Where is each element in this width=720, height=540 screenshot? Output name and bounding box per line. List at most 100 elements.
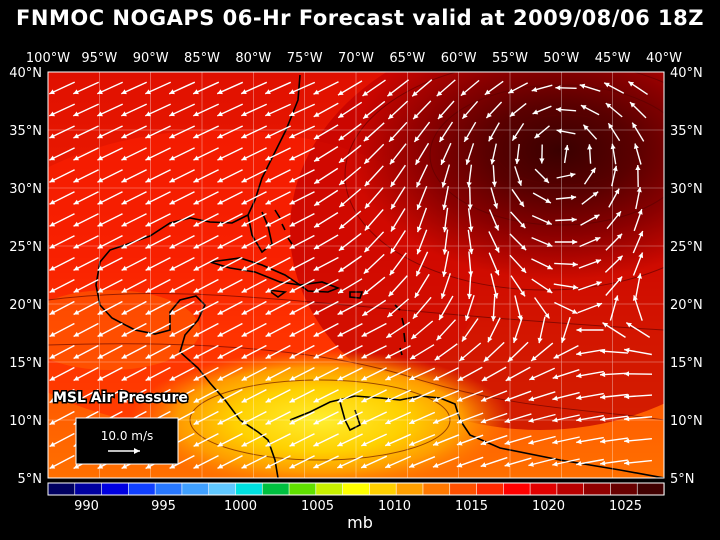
wind-arrow <box>467 186 473 210</box>
wind-arrow <box>579 83 601 92</box>
wind-arrow <box>193 366 219 382</box>
wind-arrow <box>97 234 123 250</box>
wind-arrow <box>408 433 436 447</box>
wind-arrow <box>49 344 75 360</box>
wind-arrow <box>490 187 499 209</box>
wind-arrow <box>193 432 219 448</box>
wind-arrow <box>169 234 195 250</box>
wind-arrow <box>390 186 406 210</box>
wind-arrow <box>265 147 291 161</box>
wind-arrow <box>610 143 617 165</box>
lon-tick-label: 70°W <box>338 51 374 66</box>
wind-arrow <box>488 122 500 142</box>
colorbar-swatch <box>476 482 504 496</box>
wind-arrow <box>73 300 99 316</box>
chart-title: FNMOC NOGAPS 06-Hr Forecast valid at 200… <box>16 6 704 30</box>
wind-arrow <box>387 100 409 120</box>
wind-arrow <box>337 433 363 447</box>
wind-arrow <box>241 234 267 250</box>
wind-arrow <box>464 294 475 322</box>
wind-arrow <box>441 164 451 188</box>
wind-arrow <box>461 318 479 342</box>
wind-arrow <box>217 125 243 139</box>
wind-arrow <box>409 344 435 360</box>
wind-arrow <box>530 342 554 362</box>
wind-arrow <box>338 210 362 230</box>
wind-arrow <box>337 278 363 294</box>
wind-arrow <box>576 370 604 379</box>
wind-arrow <box>465 143 475 165</box>
wind-arrow <box>73 366 99 382</box>
wind-arrow <box>49 169 75 183</box>
wind-arrow <box>361 411 387 425</box>
lat-tick-label-right: 20°N <box>670 298 703 313</box>
wind-arrow <box>632 230 644 254</box>
wind-arrow <box>73 344 99 360</box>
wind-arrow <box>193 125 219 139</box>
wind-arrow <box>169 278 195 294</box>
wind-vectors <box>49 79 653 470</box>
wind-arrow <box>265 103 291 117</box>
wind-arrow <box>169 366 195 382</box>
wind-arrow <box>624 459 652 466</box>
wind-arrow <box>504 435 532 446</box>
colorbar-swatch <box>74 482 103 496</box>
wind-arrow <box>390 164 406 188</box>
wind-arrow <box>241 256 267 272</box>
colorbar-swatch <box>47 482 76 496</box>
wind-arrow <box>49 256 75 272</box>
wind-arrow <box>313 256 339 272</box>
wind-arrow <box>289 103 315 117</box>
wind-arrow <box>437 100 455 120</box>
wind-arrow <box>97 103 123 117</box>
wind-arrow <box>555 217 577 223</box>
wind-arrow <box>467 229 474 255</box>
wind-arrow <box>580 104 600 116</box>
wind-arrow <box>388 275 408 297</box>
wind-arrow <box>555 107 577 113</box>
wind-arrow <box>338 232 362 252</box>
wind-arrow <box>145 169 171 183</box>
wind-arrow <box>97 300 123 316</box>
wind-arrow <box>313 433 339 447</box>
colorbar-swatch <box>208 482 237 496</box>
lat-tick-label-left: 40°N <box>9 66 42 81</box>
wind-arrow <box>389 252 407 276</box>
wind-arrow <box>289 212 315 228</box>
wind-arrow <box>241 103 267 117</box>
wind-arrow <box>556 172 576 179</box>
wind-arrow <box>313 124 339 140</box>
wind-arrow <box>537 316 546 344</box>
lat-tick-label-left: 20°N <box>9 298 42 313</box>
wind-arrow <box>121 300 147 316</box>
wind-arrow <box>121 256 147 272</box>
wind-arrow <box>560 316 571 344</box>
wind-arrow <box>121 169 147 183</box>
wind-arrow <box>511 123 525 141</box>
wind-arrow <box>514 166 523 186</box>
wind-arrow <box>121 103 147 117</box>
colorbar: 990 995 1000 1005 1010 1015 1020 1025 <box>47 482 665 514</box>
wind-arrow <box>217 344 243 360</box>
colorbar-swatch <box>288 482 317 496</box>
colorbar-tick-label: 995 <box>151 499 176 514</box>
wind-arrow <box>509 233 527 251</box>
lat-tick-label-right: 10°N <box>670 414 703 429</box>
wind-arrow <box>635 164 641 188</box>
wind-arrow <box>483 341 505 363</box>
wind-arrow <box>169 103 195 117</box>
wind-arrow <box>73 81 99 95</box>
wind-arrow <box>532 192 552 204</box>
colorbar-tick-label: 1010 <box>378 499 411 514</box>
wind-arrow <box>554 301 578 315</box>
wind-arrow <box>363 143 385 165</box>
wind-arrow <box>509 102 527 118</box>
lat-tick-label-left: 25°N <box>9 240 42 255</box>
colorbar-swatch <box>636 482 665 496</box>
wind-arrow <box>289 147 315 161</box>
wind-arrow <box>338 144 362 164</box>
wind-arrow <box>193 410 219 426</box>
wind-arrow <box>528 457 556 467</box>
wind-arrow <box>193 388 219 404</box>
wind-arrow <box>361 367 387 381</box>
